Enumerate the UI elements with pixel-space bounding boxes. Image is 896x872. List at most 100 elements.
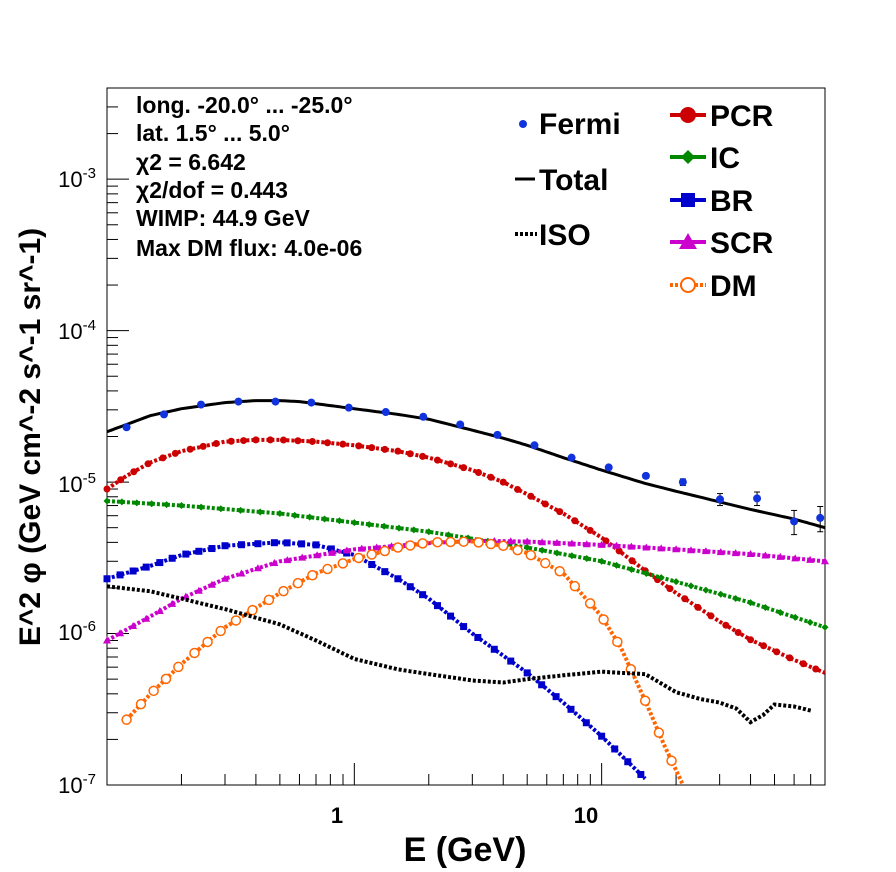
y-tick-label-1e-7: 10-7 bbox=[58, 771, 96, 798]
marker-scr bbox=[506, 537, 515, 545]
marker-pcr bbox=[355, 442, 363, 450]
marker-ic bbox=[583, 555, 591, 563]
marker-scr bbox=[372, 543, 381, 551]
marker-br bbox=[254, 540, 262, 548]
marker-pcr bbox=[460, 464, 468, 472]
marker-pcr bbox=[499, 478, 507, 486]
marker-br bbox=[195, 547, 203, 555]
marker-dm bbox=[417, 538, 428, 549]
marker-dm bbox=[458, 536, 469, 547]
marker-dm bbox=[525, 549, 537, 561]
marker-scr bbox=[168, 599, 177, 607]
marker-scr bbox=[731, 549, 740, 557]
marker-ic bbox=[291, 511, 299, 519]
info-wimp: WIMP: 44.9 GeV bbox=[136, 205, 310, 231]
marker-pcr bbox=[586, 526, 594, 534]
fermi-point bbox=[567, 453, 576, 462]
marker-br bbox=[523, 669, 531, 677]
marker-pcr bbox=[694, 603, 702, 611]
marker-ic bbox=[568, 552, 576, 560]
info-box: long. -20.0° ... -25.0° lat. 1.5° ... 5.… bbox=[136, 92, 362, 261]
marker-br bbox=[270, 539, 278, 547]
fermi-point bbox=[790, 517, 799, 526]
legend-marker-fermi bbox=[519, 120, 527, 128]
legend-left: Fermi Total ISO bbox=[515, 108, 621, 252]
marker-br bbox=[460, 623, 468, 631]
marker-dm bbox=[148, 685, 159, 697]
legend-right: PCR IC BR SCR DM bbox=[670, 100, 774, 303]
marker-pcr bbox=[324, 439, 332, 447]
marker-dm bbox=[569, 580, 581, 592]
marker-ic bbox=[806, 618, 814, 626]
y-tick-label-1e-4: 10-4 bbox=[58, 317, 96, 344]
marker-pcr bbox=[227, 437, 235, 445]
marker-ic bbox=[613, 561, 621, 569]
marker-ic bbox=[133, 499, 141, 507]
curve-iso bbox=[106, 584, 812, 725]
marker-ic bbox=[237, 506, 245, 514]
marker-ic bbox=[553, 549, 561, 557]
marker-br bbox=[394, 575, 402, 583]
x-axis-label: E (GeV) bbox=[404, 831, 527, 869]
marker-dm bbox=[404, 540, 416, 551]
fermi-point bbox=[530, 441, 539, 450]
info-longitude: long. -20.0° ... -25.0° bbox=[136, 92, 353, 118]
marker-br bbox=[237, 541, 245, 549]
legend-marker-scr bbox=[679, 233, 697, 249]
marker-br bbox=[624, 758, 632, 766]
marker-pcr bbox=[799, 660, 807, 668]
marker-pcr bbox=[707, 612, 715, 620]
marker-ic bbox=[672, 578, 680, 586]
info-chi2-dof: χ2/dof = 0.443 bbox=[136, 177, 288, 203]
marker-ic bbox=[747, 599, 755, 607]
marker-pcr bbox=[130, 468, 138, 476]
fermi-point bbox=[197, 400, 206, 409]
marker-scr bbox=[701, 547, 710, 555]
marker-scr bbox=[538, 538, 547, 546]
marker-scr bbox=[523, 537, 532, 545]
marker-scr bbox=[776, 552, 785, 560]
marker-pcr bbox=[722, 621, 730, 629]
marker-pcr bbox=[117, 476, 125, 484]
marker-ic bbox=[642, 570, 650, 578]
marker-dm bbox=[135, 698, 147, 710]
marker-pcr bbox=[747, 636, 755, 644]
marker-pcr bbox=[812, 665, 820, 673]
marker-scr bbox=[686, 546, 695, 554]
x-tick-labels: 1 10 bbox=[331, 803, 598, 828]
marker-scr bbox=[313, 551, 322, 559]
marker-pcr bbox=[368, 444, 376, 452]
marker-ic bbox=[538, 546, 546, 554]
marker-br bbox=[567, 705, 575, 713]
fermi-point bbox=[307, 398, 316, 407]
marker-ic bbox=[627, 565, 635, 573]
marker-dm bbox=[554, 566, 565, 577]
marker-ic bbox=[306, 513, 314, 521]
marker-scr bbox=[327, 548, 336, 556]
marker-pcr bbox=[159, 454, 167, 462]
marker-pcr bbox=[628, 557, 636, 565]
fermi-point bbox=[419, 412, 428, 421]
marker-ic bbox=[197, 503, 205, 511]
marker-scr bbox=[142, 614, 151, 622]
marker-pcr bbox=[760, 642, 768, 650]
marker-dm bbox=[160, 673, 172, 685]
marker-pcr bbox=[406, 450, 414, 458]
marker-pcr bbox=[419, 452, 427, 460]
marker-ic bbox=[717, 590, 725, 598]
marker-br bbox=[208, 545, 216, 553]
marker-scr bbox=[207, 580, 216, 588]
marker-pcr bbox=[514, 485, 522, 493]
marker-scr bbox=[342, 546, 351, 554]
legend-label-scr: SCR bbox=[710, 227, 774, 260]
marker-ic bbox=[118, 498, 126, 506]
marker-pcr bbox=[666, 585, 674, 593]
marker-pcr bbox=[475, 468, 483, 476]
fermi-point bbox=[234, 397, 243, 406]
marker-ic bbox=[410, 526, 418, 534]
marker-pcr bbox=[279, 436, 287, 444]
marker-dm bbox=[202, 636, 213, 648]
marker-pcr bbox=[602, 537, 610, 545]
curves bbox=[103, 399, 829, 785]
marker-dm bbox=[230, 615, 242, 626]
